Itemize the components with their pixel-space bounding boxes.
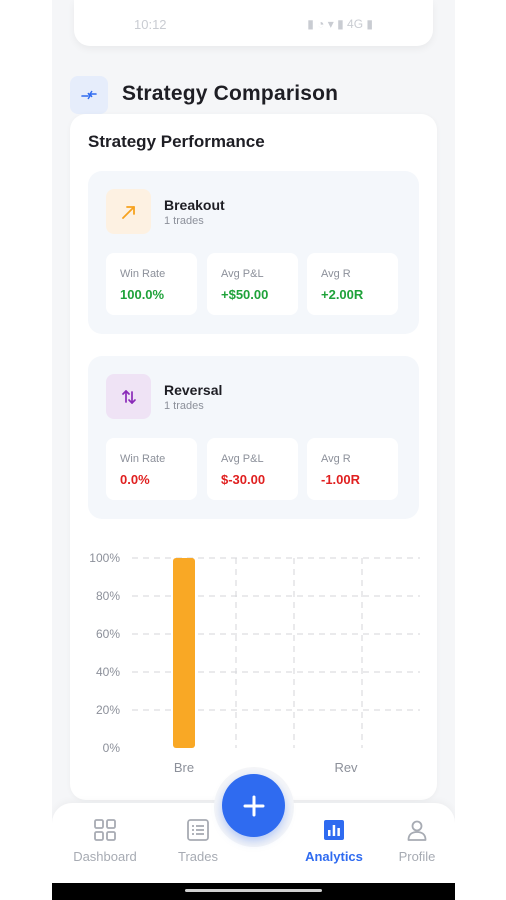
profile-person-icon (407, 820, 427, 841)
stat-avg-pnl: Avg P&L +$50.00 (207, 253, 298, 315)
x-tick-label: Bre (174, 760, 194, 775)
nav-item-dashboard[interactable]: Dashboard (60, 817, 150, 873)
stat-label: Win Rate (120, 268, 166, 280)
strategy-name: Reversal (164, 382, 223, 398)
stat-value: 100.0% (120, 287, 165, 302)
nav-item-trades[interactable]: Trades (153, 817, 243, 873)
nav-item-profile[interactable]: Profile (372, 817, 455, 873)
analytics-bar-chart-icon (324, 820, 344, 840)
card-title: Strategy Performance (88, 132, 265, 151)
page-title: Strategy Comparison (122, 82, 339, 105)
status-card: 10:12 ▮ ◔ ▾ ▮ 4G ▮ (74, 0, 433, 46)
stat-value: $-30.00 (221, 472, 266, 487)
stat-label: Avg R (321, 268, 351, 280)
y-tick-label: 40% (96, 665, 120, 679)
strategy-trade-count: 1 trades (164, 215, 204, 227)
stat-label: Avg R (321, 453, 351, 465)
stat-value: +$50.00 (221, 287, 269, 302)
y-tick-label: 60% (96, 627, 120, 641)
strategy-card-breakout[interactable]: Breakout 1 trades Win Rate 100.0% Avg P&… (88, 171, 419, 334)
x-tick-label: Rev (334, 760, 358, 775)
compare-arrows-icon (70, 76, 108, 114)
stat-avg-pnl: Avg P&L $-30.00 (207, 438, 298, 500)
status-bar: 10:12 ▮ ◔ ▾ ▮ 4G ▮ (52, 0, 455, 50)
home-indicator (185, 889, 322, 892)
strategy-name: Breakout (164, 197, 225, 213)
strategy-card-reversal[interactable]: Reversal 1 trades Win Rate 0.0% Avg P&L … (88, 356, 419, 519)
stat-label: Avg P&L (221, 453, 264, 465)
stat-value: -1.00R (321, 472, 361, 487)
y-tick-label: 0% (103, 741, 121, 755)
swap-vertical-icon (106, 374, 151, 419)
bar-bre[interactable] (173, 558, 195, 748)
stat-avg-r: Avg R +2.00R (307, 253, 398, 315)
stat-label: Win Rate (120, 453, 166, 465)
add-trade-button[interactable] (222, 774, 285, 837)
nav-item-analytics[interactable]: Analytics (289, 817, 379, 873)
stat-win-rate: Win Rate 100.0% (106, 253, 197, 315)
nav-label: Trades (178, 849, 218, 864)
win-rate-bar-chart: 100% 80% 60% 40% 20% 0% Bre Rev (89, 551, 420, 775)
strategy-performance-card: Strategy Performance Breakout 1 trades W… (70, 114, 437, 800)
stat-win-rate: Win Rate 0.0% (106, 438, 197, 500)
y-tick-label: 80% (96, 589, 120, 603)
nav-label: Dashboard (73, 849, 137, 864)
strategy-trade-count: 1 trades (164, 400, 204, 412)
y-tick-label: 20% (96, 703, 120, 717)
nav-label: Profile (398, 849, 436, 864)
section-header: Strategy Comparison (70, 76, 440, 114)
stat-label: Avg P&L (221, 268, 264, 280)
plus-icon (243, 795, 264, 816)
stat-avg-r: Avg R -1.00R (307, 438, 398, 500)
status-time: 10:12 (134, 17, 167, 32)
dashboard-grid-icon (94, 819, 116, 841)
nav-label: Analytics (305, 849, 363, 864)
stat-value: 0.0% (120, 472, 150, 487)
trades-list-icon (187, 819, 209, 841)
stat-value: +2.00R (321, 287, 364, 302)
y-tick-label: 100% (89, 551, 120, 565)
trend-up-arrow-icon (106, 189, 151, 234)
status-icons: ▮ ◔ ▾ ▮ 4G ▮ (307, 17, 373, 31)
phone-screen: 10:12 ▮ ◔ ▾ ▮ 4G ▮ Strategy Comparison S… (52, 0, 455, 900)
system-home-bar (52, 883, 455, 900)
